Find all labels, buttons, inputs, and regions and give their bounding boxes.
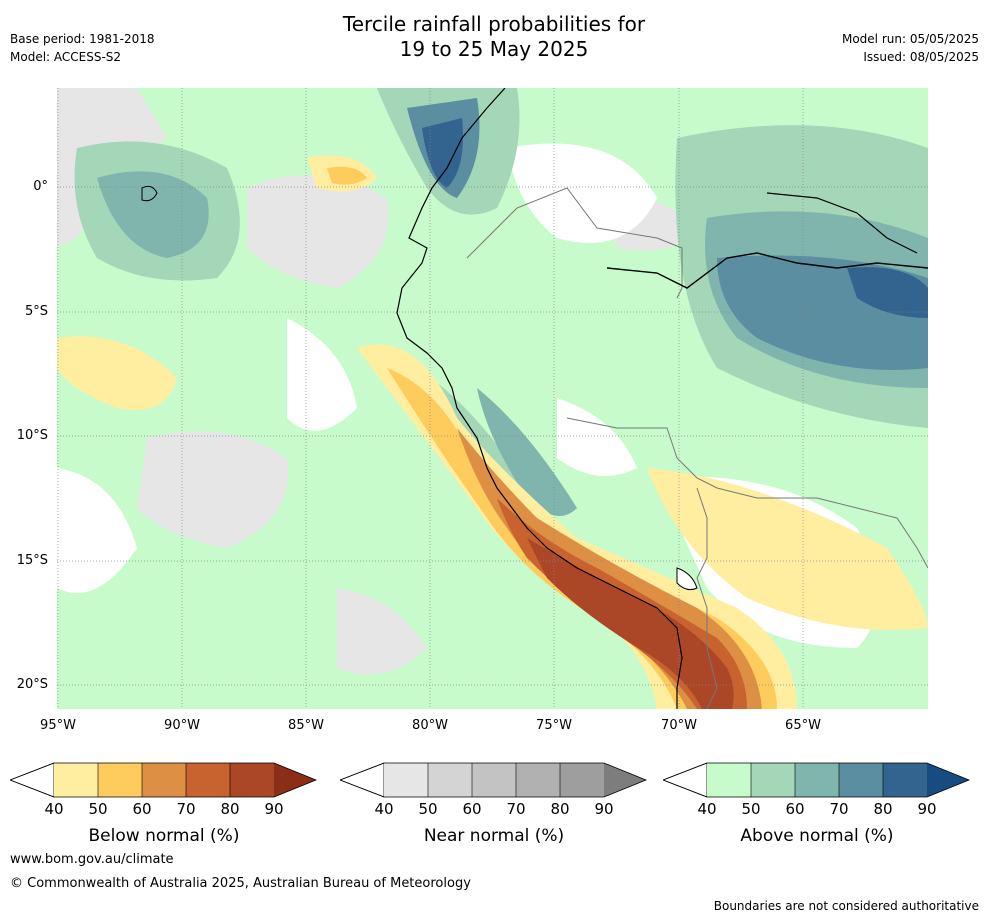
cbar1-tick: 80 [550,800,570,818]
above-normal-area [477,388,577,516]
colorbar-title-near: Near normal (%) [423,826,565,846]
colorbar-swatch [560,763,604,797]
colorbar-below-normal-graphic [8,762,318,798]
model-text: Model: ACCESS-S2 [10,50,122,64]
lat-label-0: 0° [33,179,48,194]
colorbar-swatch [98,763,142,797]
cbar2-tick: 50 [741,800,761,818]
colorbar-swatch [795,763,839,797]
colorbar-swatch [428,763,472,797]
above-normal-area [97,171,209,258]
lat-label-20s: 20°S [16,677,48,692]
meta-left: Base period: 1981-2018 Model: ACCESS-S2 [10,30,155,66]
title-line-1: Tercile rainfall probabilities for [342,12,646,36]
footer-copyright: © Commonwealth of Australia 2025, Austra… [10,876,471,891]
meta-right: Model run: 05/05/2025 Issued: 08/05/2025 [842,30,979,66]
cbar0-tick: 90 [264,800,284,818]
country-border [566,417,928,569]
cbar1-tick: 40 [374,800,394,818]
colorbar-title-above: Above normal (%) [740,826,894,846]
cbar2-tick: 90 [917,800,937,818]
cbar0-tick: 70 [176,800,196,818]
below-normal-area [57,336,177,410]
lon-label-80w: 80°W [412,718,448,733]
below-normal-area [647,468,928,630]
lon-label-70w: 70°W [661,718,697,733]
amazon-river [606,252,928,289]
cbar2-tick: 60 [785,800,805,818]
lon-label-90w: 90°W [164,718,200,733]
neutral-area [57,468,137,593]
map-title: Tercile rainfall probabilities for 19 to… [0,12,988,62]
footer-url: www.bom.gov.au/climate [10,852,174,867]
cbar1-tick: 50 [418,800,438,818]
colorbar-swatch [186,763,230,797]
neutral-area [557,398,637,476]
cbar0-tick: 60 [132,800,152,818]
colorbar-swatch [707,763,751,797]
near-normal-area [247,175,389,288]
cbar1-tick: 70 [506,800,526,818]
country-border [696,487,718,709]
coastline [396,88,683,709]
base-period-text: Base period: 1981-2018 [10,32,155,46]
above-normal-area [422,118,463,188]
colorbar-swatch [142,763,186,797]
country-border [466,187,683,299]
colorbar-below-normal [8,762,318,802]
colorbar-swatch [883,763,927,797]
below-normal-area [327,166,367,185]
cbar2-tick: 40 [697,800,717,818]
colorbar-above-normal-graphic [661,762,971,798]
map-canvas [57,88,928,709]
colorbar-near-normal-graphic [338,762,648,798]
lon-label-95w: 95°W [40,718,76,733]
cbar1-tick: 90 [594,800,614,818]
colorbar-swatch [751,763,795,797]
lon-label-75w: 75°W [536,718,572,733]
colorbar-swatch [604,763,646,797]
colorbar-title-below: Below normal (%) [88,826,240,846]
cbar2-tick: 70 [829,800,849,818]
colorbar-swatch [472,763,516,797]
colorbar-above-normal [661,762,971,802]
lon-label-65w: 65°W [785,718,821,733]
title-line-2: 19 to 25 May 2025 [399,37,589,61]
colorbar-swatch [54,763,98,797]
lon-label-85w: 85°W [288,718,324,733]
cbar2-tick: 80 [873,800,893,818]
lat-label-5s: 5°S [24,304,48,319]
lat-label-10s: 10°S [16,428,48,443]
rio-negro [766,192,918,254]
cbar1-tick: 60 [462,800,482,818]
probability-map [57,88,928,709]
above-normal-area [847,267,928,318]
colorbar-swatch [384,763,428,797]
issued-text: Issued: 08/05/2025 [863,50,979,64]
colorbar-swatch [274,763,316,797]
colorbar-near-normal [338,762,648,802]
graticule [57,88,928,709]
galapagos-islands [141,185,158,202]
colorbar-swatch [927,763,969,797]
lake-titicaca [676,567,698,591]
cbar0-tick: 40 [44,800,64,818]
colorbar-swatch [516,763,560,797]
colorbar-swatch [839,763,883,797]
lat-label-15s: 15°S [16,553,48,568]
near-normal-area [137,431,289,548]
neutral-area [507,143,657,243]
footer-disclaimer: Boundaries are not considered authoritat… [713,899,979,913]
cbar0-tick: 80 [220,800,240,818]
neutral-area [287,318,357,431]
model-run-text: Model run: 05/05/2025 [841,32,979,46]
cbar0-tick: 50 [88,800,108,818]
near-normal-area [337,588,427,675]
colorbar-swatch [230,763,274,797]
below-normal-area [527,538,734,709]
